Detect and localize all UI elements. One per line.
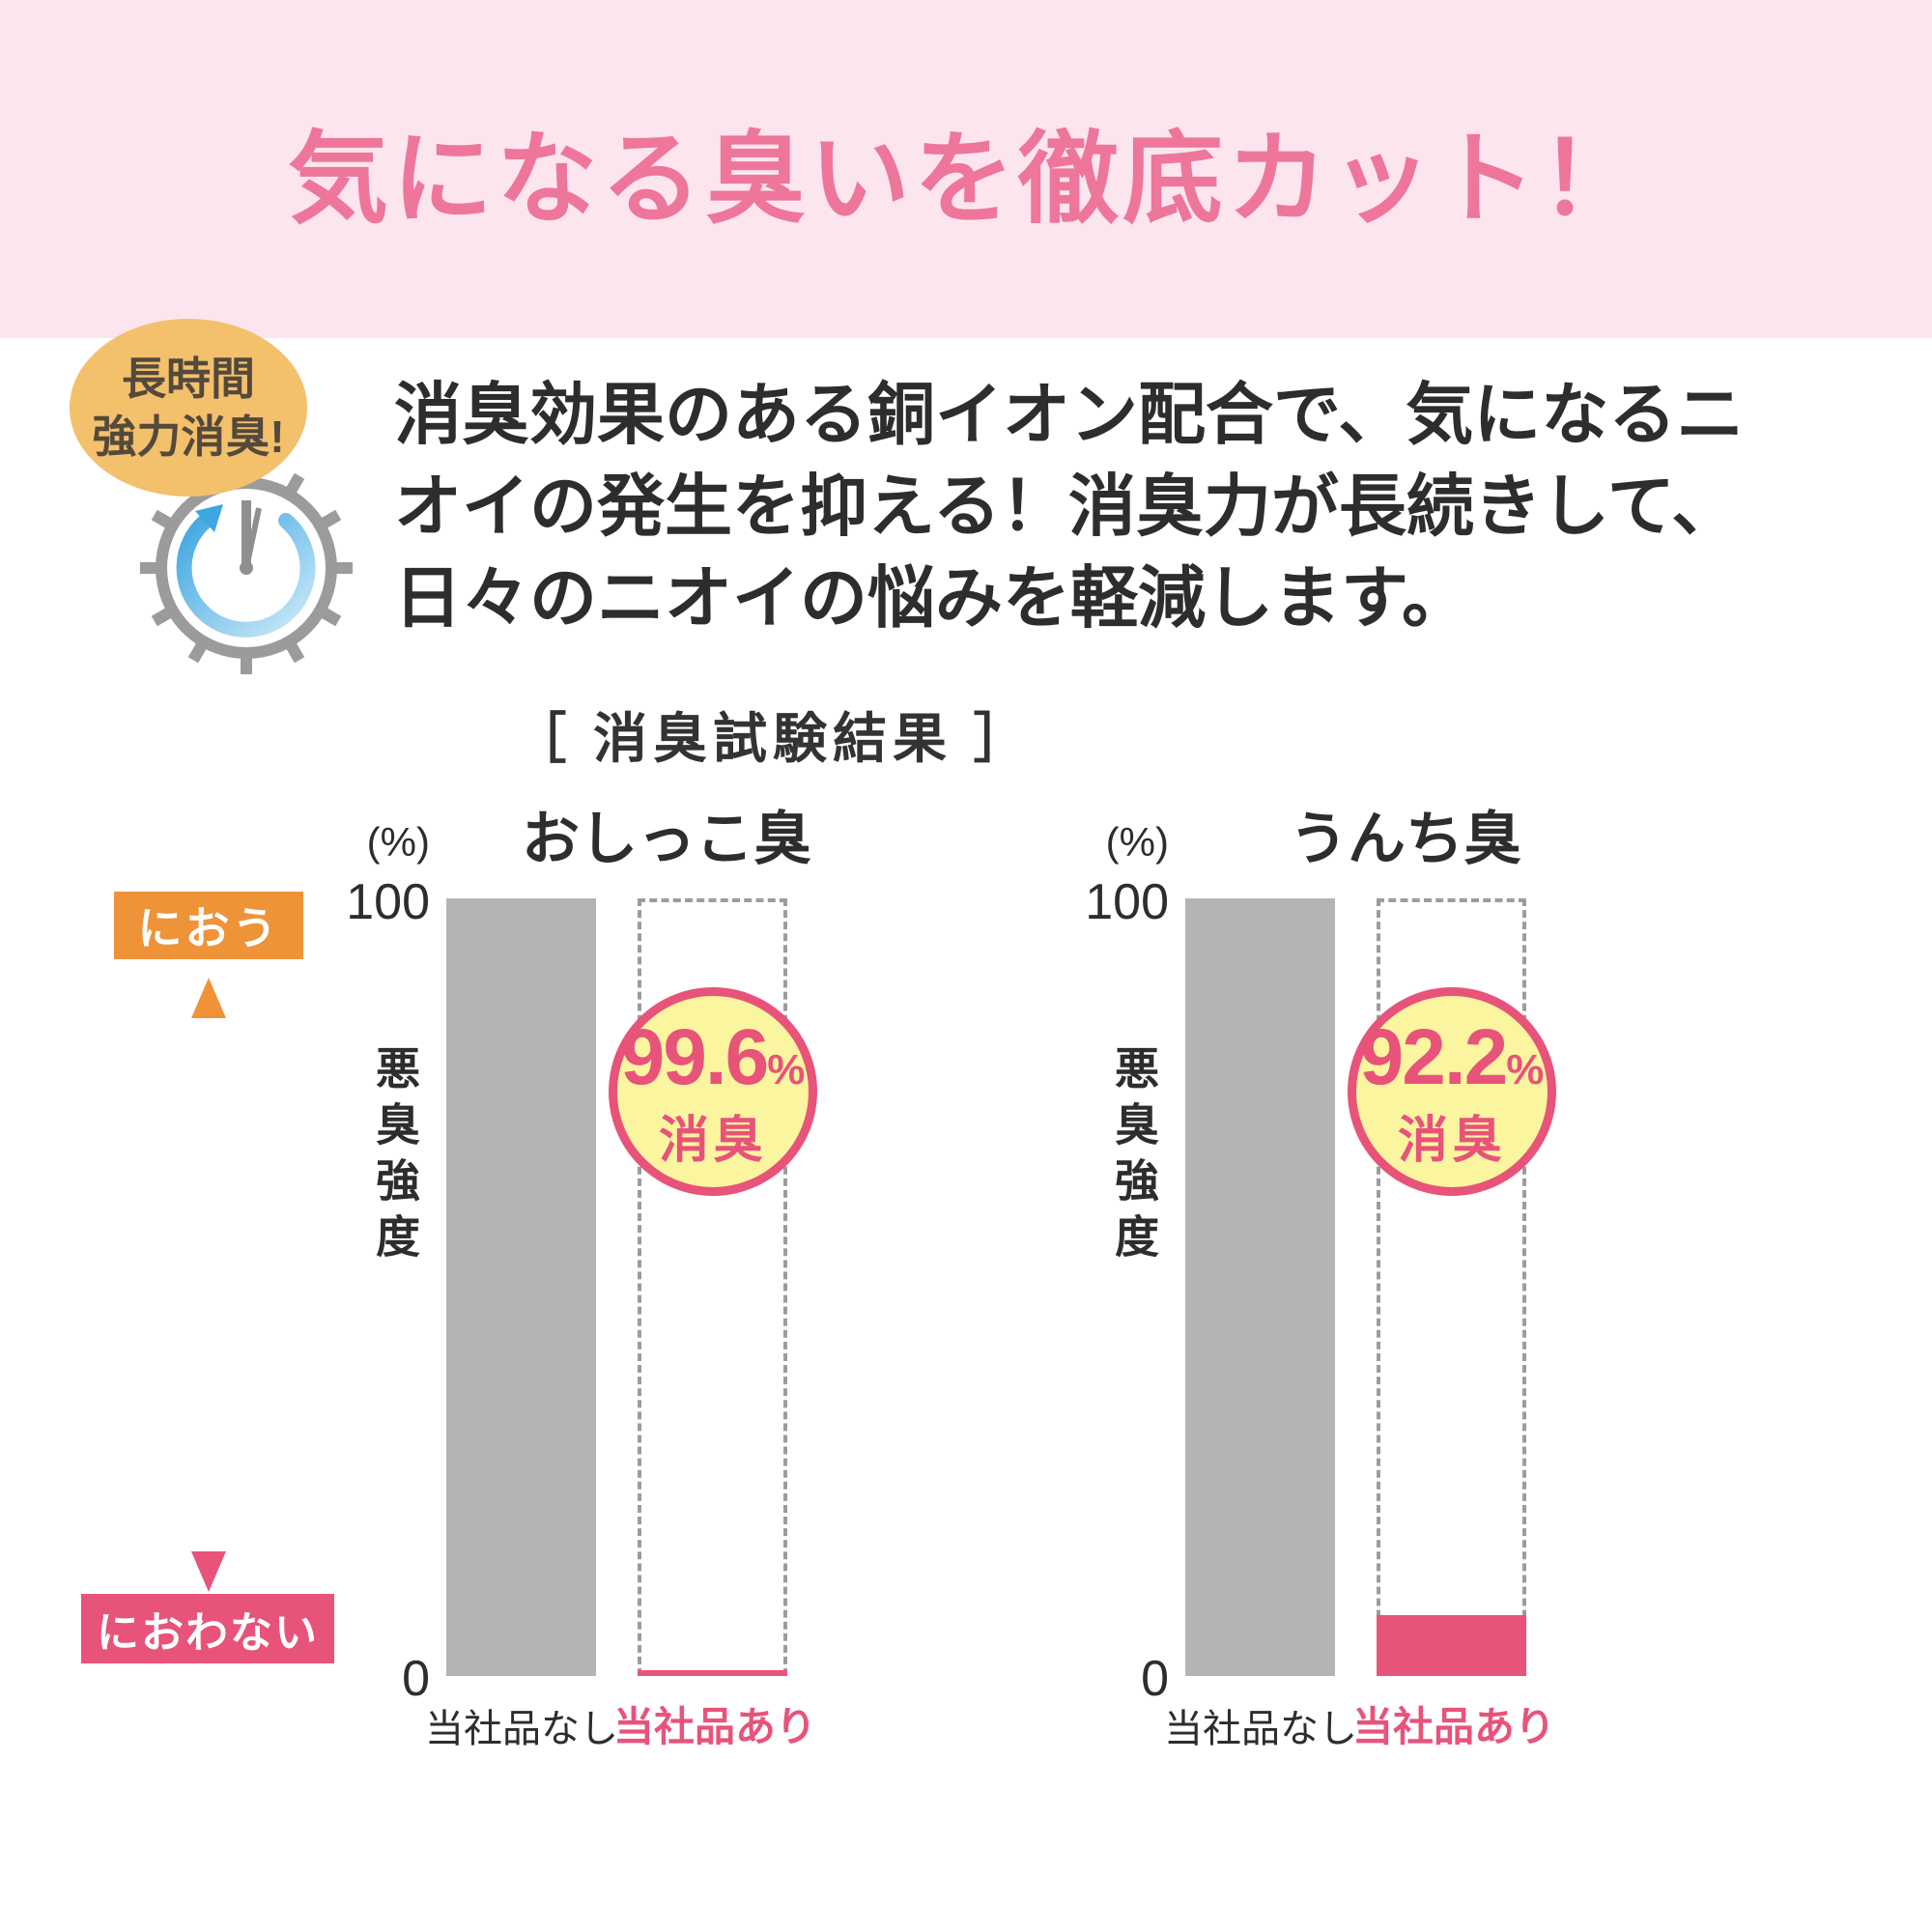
chart-title: うんち臭 <box>1290 807 1521 871</box>
badge-line-2: 強力消臭! <box>92 412 285 462</box>
long-lasting-badge: 長時間 強力消臭! <box>70 319 307 497</box>
deodorize-rate-value: 92.2 <box>1359 1012 1509 1101</box>
y-tick-0: 0 <box>1141 1651 1169 1707</box>
bar-with-product <box>638 1670 787 1676</box>
deodorize-rate-label: 消臭 <box>658 1112 767 1169</box>
y-axis-label: 悪臭強度 <box>1109 1045 1159 1269</box>
category-label-without-product: 当社品なし <box>425 1708 618 1750</box>
category-label-with-product: 当社品あり <box>1351 1704 1555 1749</box>
bar-with-product <box>1377 1615 1526 1676</box>
feature-description: 消臭効果のある銅イオン配合で、気になるニオイの発生を抑える！消臭力が長続きして、… <box>394 377 1745 636</box>
deodorize-rate-value: 99.6 <box>620 1012 770 1101</box>
y-tick-100: 100 <box>1085 874 1169 930</box>
deodorize-rate-unit: % <box>1506 1045 1545 1094</box>
y-tick-100: 100 <box>346 874 430 930</box>
bar-without-product <box>1185 898 1335 1676</box>
chart-title: おしっこ臭 <box>522 807 811 871</box>
title-banner: 気になる臭いを徹底カット！ <box>0 0 1932 338</box>
smell-scale-arrow-icon <box>191 978 226 1592</box>
deodorize-rate-badge: 99.6 % 消臭 <box>609 987 817 1196</box>
smell-scale-bottom-badge: におわない <box>81 1594 334 1663</box>
category-label-with-product: 当社品あり <box>612 1704 816 1749</box>
bar-without-product <box>446 898 596 1676</box>
y-axis-label: 悪臭強度 <box>370 1045 420 1269</box>
y-axis-unit-label: (%) <box>1105 819 1169 865</box>
smell-scale-top-badge: におう <box>114 892 303 959</box>
y-tick-0: 0 <box>402 1651 430 1707</box>
page-title: 気になる臭いを徹底カット！ <box>287 123 1644 236</box>
deodorize-rate-badge: 92.2 % 消臭 <box>1348 987 1556 1196</box>
y-axis-unit-label: (%) <box>366 819 430 865</box>
chart-urine-odor: おしっこ臭 (%) 100 0 悪臭強度 99.6 % 消臭 当社品なし 当社品… <box>338 792 995 1768</box>
deodorize-rate-unit: % <box>767 1045 806 1094</box>
results-heading: ［ 消臭試験結果 ］ <box>512 708 1034 769</box>
badge-line-1: 長時間 <box>122 354 255 404</box>
deodorize-rate-label: 消臭 <box>1397 1112 1506 1169</box>
category-label-without-product: 当社品なし <box>1164 1708 1357 1750</box>
chart-feces-odor: うんち臭 (%) 100 0 悪臭強度 92.2 % 消臭 当社品なし 当社品あ… <box>1077 792 1734 1768</box>
